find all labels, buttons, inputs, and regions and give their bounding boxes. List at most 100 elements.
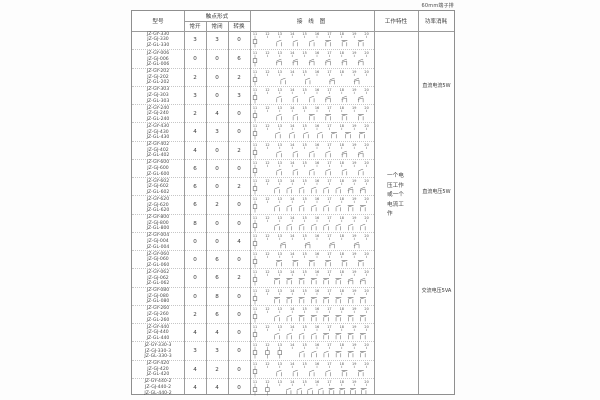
svg-text:13: 13 — [278, 307, 282, 311]
svg-text:20: 20 — [364, 88, 368, 92]
svg-text:18: 18 — [340, 161, 344, 165]
normally-open-count: 4 — [193, 384, 197, 391]
svg-text:19: 19 — [352, 179, 356, 183]
normally-closed-count: 2 — [215, 366, 219, 373]
svg-text:18: 18 — [340, 343, 344, 347]
header-working-characteristics: 工作特性 — [384, 19, 408, 25]
svg-text:13: 13 — [278, 252, 282, 256]
normally-open-count: 6 — [193, 202, 197, 209]
svg-text:18: 18 — [340, 380, 344, 384]
svg-text:11: 11 — [253, 197, 257, 201]
svg-text:11: 11 — [253, 234, 257, 238]
column-divider — [184, 11, 185, 394]
svg-text:19: 19 — [352, 234, 356, 238]
svg-text:11: 11 — [253, 215, 257, 219]
svg-text:14: 14 — [290, 51, 294, 55]
normally-open-count: 2 — [193, 111, 197, 118]
svg-text:17: 17 — [327, 270, 331, 274]
svg-text:11: 11 — [253, 325, 257, 329]
svg-text:17: 17 — [327, 234, 331, 238]
svg-text:15: 15 — [302, 32, 306, 36]
svg-text:11: 11 — [253, 361, 257, 365]
header-model: 型号 — [152, 19, 164, 25]
normally-closed-count: 6 — [215, 257, 219, 264]
svg-text:16: 16 — [315, 106, 319, 110]
svg-text:15: 15 — [302, 179, 306, 183]
svg-text:20: 20 — [364, 343, 368, 347]
svg-text:17: 17 — [327, 51, 331, 55]
svg-text:14: 14 — [290, 361, 294, 365]
table-row: JZ-GY-420 JZ-GJ-420 JZ-GL-420 4 2 0 11 12 13… — [132, 359, 374, 379]
svg-text:20: 20 — [364, 252, 368, 256]
svg-text:18: 18 — [340, 51, 344, 55]
wiring-diagram: 11 12 13 14 15 16 17 18 19 20 — [250, 178, 374, 196]
model-cell: JZ-GY-260 JZ-GJ-260 JZ-GL-260 — [146, 306, 170, 323]
relay-spec-table: 型号 触点形式 常开 常闭 转换 接 线 图 工作特性 功率消耗 JZ-GY-3… — [131, 10, 455, 396]
svg-text:12: 12 — [265, 288, 269, 292]
svg-text:16: 16 — [315, 325, 319, 329]
power-note-dc-current: 直流电流5W — [422, 83, 451, 89]
changeover-count: 3 — [237, 92, 241, 99]
svg-text:20: 20 — [364, 361, 368, 365]
working-characteristics-text: 一个电压工作或一个电流工作 — [387, 173, 404, 218]
svg-text:16: 16 — [315, 288, 319, 292]
svg-text:19: 19 — [352, 51, 356, 55]
table-row: JZ-GY-006 JZ-GJ-006 JZ-GL-006 0 0 6 11 12 13… — [132, 49, 374, 68]
model-cell: JZ-GY-430 JZ-GJ-430 JZ-GL-430 — [146, 123, 170, 141]
svg-text:15: 15 — [302, 88, 306, 92]
svg-text:20: 20 — [364, 106, 368, 110]
normally-closed-count: 3 — [215, 129, 219, 136]
svg-text:12: 12 — [265, 270, 269, 274]
svg-text:13: 13 — [278, 106, 282, 110]
svg-text:13: 13 — [278, 51, 282, 55]
header-normally-open: 常开 — [189, 24, 201, 30]
svg-text:19: 19 — [352, 69, 356, 73]
svg-text:19: 19 — [352, 32, 356, 36]
svg-text:12: 12 — [265, 343, 269, 347]
svg-text:17: 17 — [327, 307, 331, 311]
normally-closed-count: 0 — [215, 184, 219, 191]
svg-text:20: 20 — [364, 142, 368, 146]
svg-text:18: 18 — [340, 69, 344, 73]
svg-text:12: 12 — [265, 161, 269, 165]
svg-text:13: 13 — [278, 161, 282, 165]
svg-text:13: 13 — [278, 179, 282, 183]
svg-text:19: 19 — [352, 307, 356, 311]
changeover-count: 2 — [237, 74, 241, 81]
svg-text:18: 18 — [340, 325, 344, 329]
svg-text:20: 20 — [364, 325, 368, 329]
power-note-ac-voltage: 交流电压5VA — [421, 288, 452, 294]
svg-text:15: 15 — [302, 380, 306, 384]
changeover-count: 0 — [237, 220, 241, 227]
svg-text:18: 18 — [340, 234, 344, 238]
svg-text:11: 11 — [253, 307, 257, 311]
svg-text:19: 19 — [352, 380, 356, 384]
normally-open-count: 0 — [193, 238, 197, 245]
table-row: JZ-GY-004 JZ-GJ-004 JZ-GL-004 0 0 4 11 12 13… — [132, 231, 374, 251]
normally-open-count: 0 — [193, 293, 197, 300]
svg-text:13: 13 — [278, 197, 282, 201]
svg-text:13: 13 — [278, 361, 282, 365]
svg-text:11: 11 — [253, 161, 257, 165]
svg-text:12: 12 — [265, 69, 269, 73]
svg-text:11: 11 — [253, 124, 257, 128]
wiring-diagram: 11 12 13 14 15 16 17 18 19 20 — [250, 142, 374, 160]
normally-closed-count: 8 — [215, 293, 219, 300]
svg-text:12: 12 — [265, 32, 269, 36]
normally-open-count: 0 — [193, 257, 197, 264]
svg-text:17: 17 — [327, 343, 331, 347]
svg-text:12: 12 — [265, 88, 269, 92]
normally-open-count: 4 — [193, 147, 197, 154]
svg-text:17: 17 — [327, 361, 331, 365]
svg-text:12: 12 — [265, 124, 269, 128]
table-row: JZ-GY-330 JZ-GJ-330 JZ-GL-330 3 3 0 11 12 13… — [132, 31, 374, 49]
table-row: JZ-GY-402 JZ-GJ-402 JZ-GL-402 4 0 2 11 12 13… — [132, 140, 374, 160]
model-cell: JZ-GY-006 JZ-GJ-006 JZ-GL-006 — [146, 50, 170, 68]
model-cell: JZ-GY-440-2 JZ-GJ-440-2 JZ-GL-440-2 — [144, 379, 172, 396]
svg-text:14: 14 — [290, 32, 294, 36]
changeover-count: 0 — [237, 111, 241, 118]
svg-text:11: 11 — [253, 106, 257, 110]
changeover-count: 0 — [237, 330, 241, 337]
svg-text:18: 18 — [340, 32, 344, 36]
model-cell: JZ-GY-800 JZ-GJ-800 JZ-GL-800 — [146, 215, 170, 232]
